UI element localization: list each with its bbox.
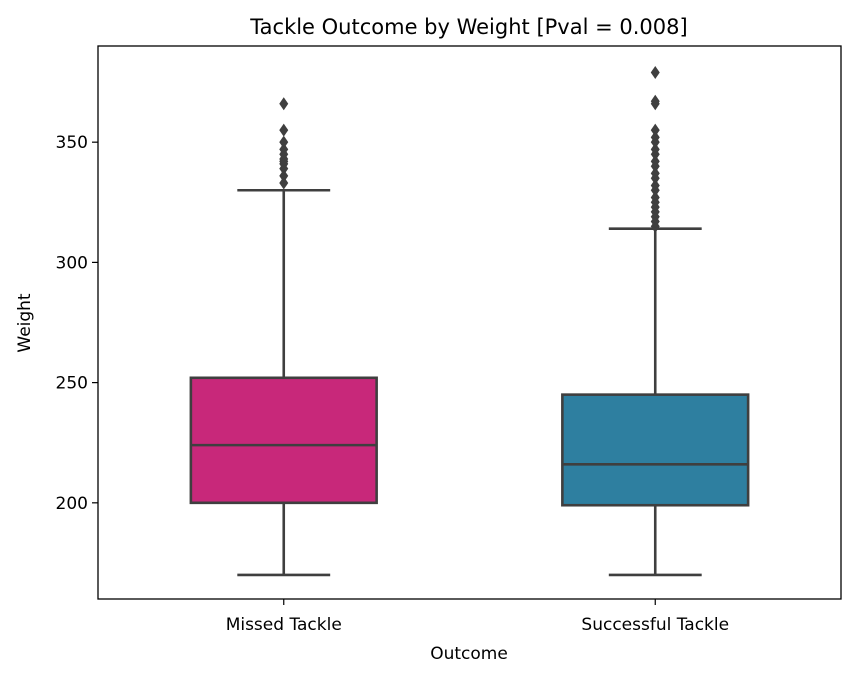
x-axis-label: Outcome (430, 644, 508, 664)
outlier-point (279, 135, 289, 149)
outlier-point (279, 97, 289, 111)
x-axis: Missed Tackle Successful Tackle (226, 599, 729, 635)
plot-area-frame (97, 45, 842, 600)
outlier-point (650, 190, 660, 204)
x-tick-label: Missed Tackle (226, 615, 342, 635)
iqr-box (561, 393, 750, 507)
outlier-point (650, 142, 660, 156)
y-tick-label: 300 (56, 253, 88, 273)
y-axis: 200 250 300 350 (56, 133, 98, 514)
y-tick-label: 200 (56, 494, 88, 514)
y-tick-label: 350 (56, 133, 88, 153)
outlier-point (650, 130, 660, 144)
x-tick-label: Successful Tackle (581, 615, 729, 635)
iqr-box (189, 376, 378, 505)
chart-title: Tackle Outcome by Weight [Pval = 0.008] (249, 15, 687, 39)
y-axis-label: Weight (15, 293, 35, 353)
outlier-point (650, 178, 660, 192)
outlier-point (650, 65, 660, 79)
outlier-point (279, 142, 289, 156)
box-group (189, 97, 378, 577)
boxes (189, 65, 750, 577)
outlier-point (279, 123, 289, 137)
outlier-point (650, 94, 660, 108)
outlier-point (650, 166, 660, 180)
outlier-point (279, 176, 289, 190)
outlier-point (650, 154, 660, 168)
outlier-point (279, 169, 289, 183)
y-tick-label: 250 (56, 374, 88, 394)
box-group (561, 65, 750, 577)
outlier-point (650, 123, 660, 137)
